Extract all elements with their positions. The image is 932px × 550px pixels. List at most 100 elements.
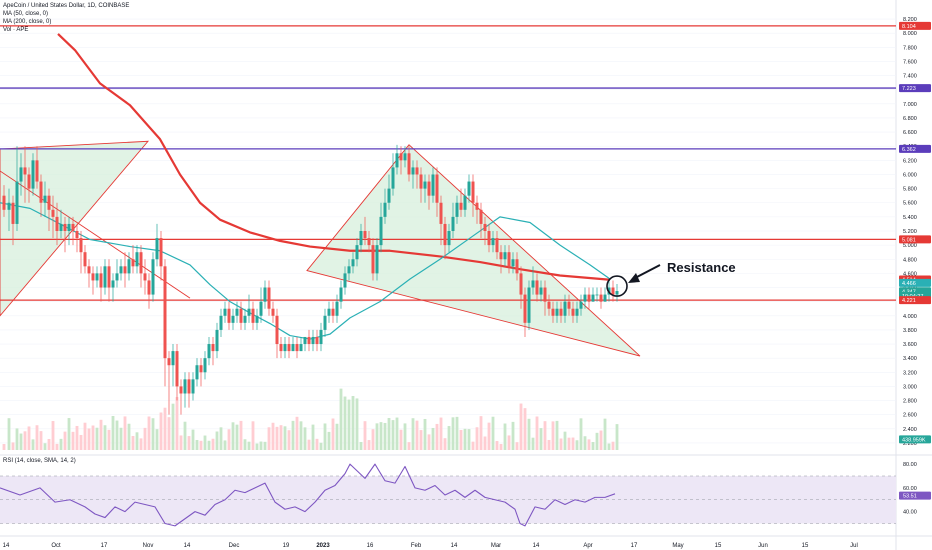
volume-bar [379,422,383,450]
volume-bar [327,431,331,450]
volume-bar [119,427,123,450]
candle-body [391,167,395,189]
candle-body [375,245,379,274]
candle-body [115,273,119,281]
candle-body [315,336,319,345]
candle-body [311,336,315,345]
volume-bar [519,403,523,450]
price-label-text: 4.221 [902,298,916,304]
volume-bar [607,443,611,450]
volume-bar [355,398,359,450]
volume-bar [127,423,131,450]
price-tick-label: 3.600 [903,342,917,348]
candle-body [87,266,91,274]
volume-bar [435,423,439,450]
candle-body [531,280,535,288]
candle-body [467,181,471,196]
volume-bar [91,425,95,450]
volume-bar [495,441,499,450]
time-tick-label: 14 [451,543,458,549]
time-tick-label: May [672,543,683,549]
time-tick-label: 19 [283,543,290,549]
candle-body [579,301,583,309]
volume-bar [187,436,191,450]
volume-bar [231,422,235,450]
candle-body [483,223,487,231]
volume-bar [51,421,55,450]
volume-bar [199,440,203,450]
volume-bar [415,420,419,450]
volume-bar [399,429,403,450]
candle-body [399,153,403,161]
volume-bar [163,407,167,450]
resistance-circle [606,275,628,297]
volume-bar [515,442,519,450]
candle-body [267,287,271,309]
candle-body [63,223,67,231]
candle-body [151,259,155,295]
volume-bar [27,426,31,450]
volume-bar [63,431,67,450]
candle-body [583,294,587,302]
candle-body [327,308,331,316]
candle-body [295,344,299,352]
candle-body [487,231,491,246]
volume-bar [343,396,347,450]
volume-bar [543,421,547,450]
candle-body [199,365,203,373]
volume-bar [23,431,27,450]
candle-body [247,308,251,316]
volume-bar [315,438,319,450]
rsi-tick-label: 60.00 [903,486,917,492]
volume-bar [535,416,539,450]
candle-body [219,315,223,330]
volume-bar [247,441,251,450]
candle-body [271,308,275,316]
volume-bar [447,426,451,450]
candle-body [187,379,191,394]
volume-bar [299,421,303,450]
candle-body [71,223,75,231]
volume-bar [455,416,459,450]
candle-body [111,280,115,288]
volume-bar [135,432,139,450]
candle-body [535,280,539,295]
candle-body [611,287,615,295]
volume-bar [559,438,563,450]
volume-bar [419,430,423,450]
candle-body [183,379,187,394]
candle-body [27,174,31,189]
candle-body [547,301,551,309]
price-label-text: 5.081 [902,237,916,243]
volume-bar [191,429,195,450]
volume-bar [167,417,171,450]
candle-body [283,344,287,352]
legend-ma50: MA (50, close, 0) [3,11,49,17]
volume-bar [287,430,291,450]
candle-body [319,329,323,345]
volume-bar [451,417,455,450]
volume-bar [507,435,511,450]
candle-body [495,238,499,253]
volume-bar [503,423,507,450]
candle-body [331,308,335,316]
candle-body [523,294,527,323]
candle-body [479,209,483,224]
volume-bar [275,426,279,450]
volume-bar [179,435,183,450]
candle-body [447,231,451,246]
candle-body [475,202,479,210]
volume-bar [555,420,559,450]
candle-body [223,308,227,316]
price-label-text: 8.104 [902,24,916,30]
price-label-text: 6.362 [902,147,916,153]
volume-bar [611,441,615,450]
volume-bar [11,442,15,450]
candle-body [379,216,383,246]
volume-bar [43,443,47,450]
candle-body [291,344,295,352]
candle-body [191,379,195,394]
candle-body [179,386,183,394]
